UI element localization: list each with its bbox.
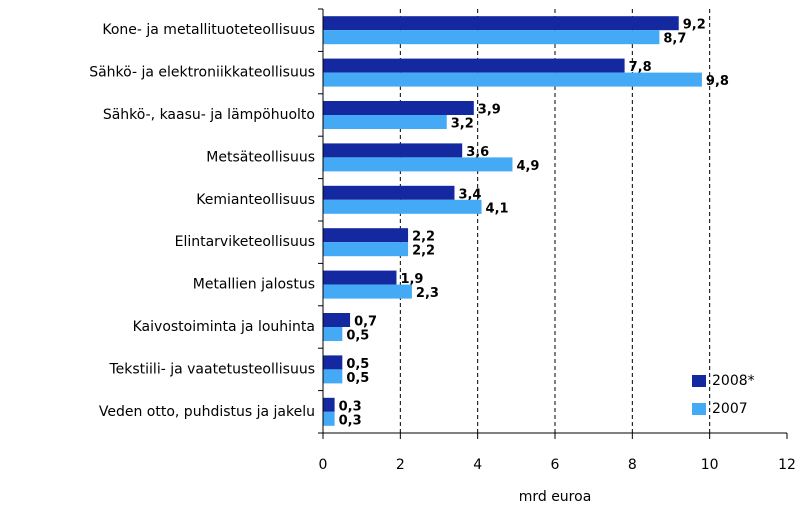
bar <box>323 143 463 158</box>
y-tick-label: Tekstiili- ja vaatetusteollisuus <box>108 361 315 377</box>
x-tick-label: 8 <box>628 457 637 473</box>
bar <box>323 185 455 200</box>
legend-swatch <box>692 375 706 387</box>
x-tick-label: 2 <box>396 457 405 473</box>
value-label: 3,4 <box>458 187 481 202</box>
y-tick-label: Kaivostoiminta ja louhinta <box>133 319 315 335</box>
value-label: 7,8 <box>629 60 652 75</box>
y-tick-label: Sähkö-, kaasu- ja lämpöhuolto <box>103 107 315 123</box>
y-tick-label: Elintarviketeollisuus <box>175 234 315 250</box>
value-label: 0,5 <box>346 357 369 372</box>
value-label: 3,6 <box>466 145 489 160</box>
x-tick-label: 6 <box>551 457 560 473</box>
legend-swatch <box>692 403 706 415</box>
x-tick-label: 0 <box>319 457 328 473</box>
bar <box>323 72 702 87</box>
y-tick-label: Kone- ja metallituoteteollisuus <box>102 22 315 38</box>
value-label: 2,2 <box>412 230 435 245</box>
bar <box>323 199 482 214</box>
bar <box>323 16 679 31</box>
bar <box>323 58 625 73</box>
legend-label: 2008* <box>712 373 755 389</box>
value-label: 3,9 <box>478 103 501 118</box>
bar <box>323 228 409 243</box>
value-label: 0,5 <box>346 371 369 386</box>
bar <box>323 327 343 341</box>
legend-label: 2007 <box>712 401 748 417</box>
bar <box>323 369 343 384</box>
bar <box>323 270 397 285</box>
bar <box>323 313 351 327</box>
bar <box>323 30 660 45</box>
x-tick-label: 12 <box>778 457 796 473</box>
value-label: 0,3 <box>339 413 362 428</box>
value-label: 9,8 <box>706 74 729 89</box>
value-label: 0,7 <box>354 315 377 330</box>
y-tick-label: Metsäteollisuus <box>206 149 315 165</box>
value-label: 0,5 <box>346 329 369 344</box>
value-label: 2,3 <box>416 286 439 301</box>
bar <box>323 355 343 370</box>
bar <box>323 115 447 129</box>
x-axis-label: mrd euroa <box>519 489 592 505</box>
value-label: 3,2 <box>451 117 474 132</box>
value-label: 4,1 <box>486 201 509 216</box>
y-tick-label: Metallien jalostus <box>193 277 315 293</box>
value-label: 2,2 <box>412 244 435 259</box>
bar <box>323 242 409 257</box>
y-tick-label: Kemianteollisuus <box>196 192 315 208</box>
value-label: 8,7 <box>663 32 686 47</box>
value-label: 0,3 <box>339 399 362 414</box>
x-tick-label: 4 <box>473 457 482 473</box>
y-tick-label: Veden otto, puhdistus ja jakelu <box>99 404 315 420</box>
x-tick-label: 10 <box>701 457 719 473</box>
bar <box>323 397 335 412</box>
bar <box>323 284 412 299</box>
y-tick-label: Sähkö- ja elektroniikkateollisuus <box>89 65 315 81</box>
value-label: 9,2 <box>683 18 706 33</box>
value-label: 1,9 <box>400 272 423 287</box>
value-label: 4,9 <box>516 159 539 174</box>
bar <box>323 157 513 172</box>
bar <box>323 101 474 115</box>
bar <box>323 411 335 426</box>
